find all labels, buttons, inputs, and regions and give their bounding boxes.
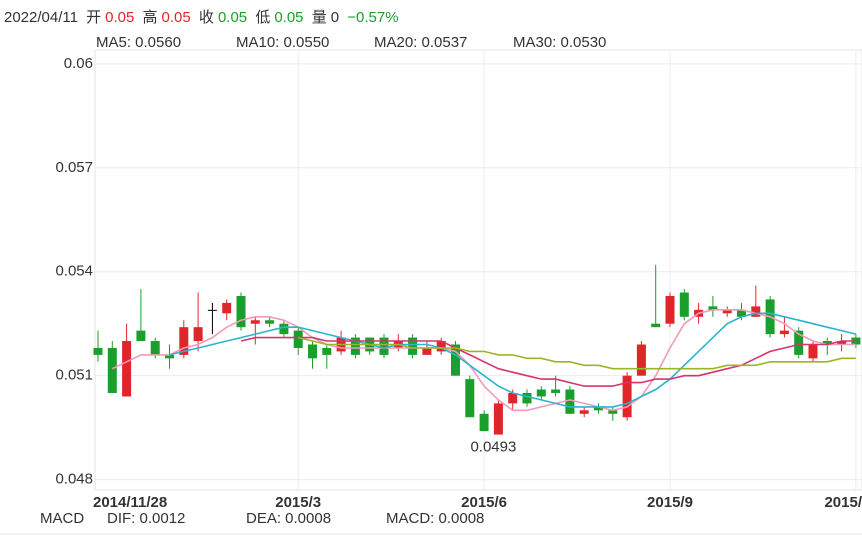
candle-body bbox=[265, 320, 275, 324]
candle-body bbox=[565, 389, 575, 414]
candle-body bbox=[165, 354, 174, 359]
plot-frame bbox=[94, 49, 862, 491]
macd-value: DIF: 0.0012 bbox=[107, 510, 185, 527]
candle-body bbox=[150, 341, 160, 355]
value: 0.05 bbox=[274, 9, 304, 26]
ma-line bbox=[240, 336, 856, 387]
y-tick-label: 0.051 bbox=[55, 367, 93, 384]
candle-body bbox=[837, 341, 847, 345]
x-tick-label: 2015/9 bbox=[647, 494, 693, 511]
label: 收 bbox=[198, 9, 214, 26]
x-tick-label: 2015/6 bbox=[461, 494, 507, 511]
candle-body bbox=[508, 392, 518, 404]
label: 开 bbox=[86, 9, 102, 26]
candle-body bbox=[136, 330, 146, 342]
value: 0.05 bbox=[105, 9, 135, 26]
value: 0.05 bbox=[217, 9, 248, 26]
candle-body bbox=[679, 292, 689, 317]
legend-entry: MA5: 0.0560 bbox=[96, 34, 181, 51]
candle-body bbox=[822, 341, 832, 345]
value: 0 bbox=[330, 9, 340, 26]
candle-body bbox=[651, 323, 661, 328]
x-tick-label: 2015/3 bbox=[275, 494, 321, 511]
label: 高 bbox=[142, 9, 158, 26]
candle-body bbox=[250, 320, 260, 324]
macd-value: MACD: 0.0008 bbox=[386, 510, 484, 527]
macd-value: DEA: 0.0008 bbox=[246, 510, 331, 527]
x-tick-label: 2015/ bbox=[824, 494, 862, 511]
candle-body bbox=[308, 344, 317, 359]
candle-body bbox=[551, 389, 561, 393]
candle-body bbox=[493, 403, 503, 435]
ma-line bbox=[169, 312, 857, 408]
ma-line bbox=[111, 309, 856, 412]
candle-body bbox=[536, 389, 546, 397]
candle-body bbox=[708, 306, 718, 310]
candle-body bbox=[751, 306, 761, 317]
legend-entry: MA20: 0.0537 bbox=[374, 34, 467, 51]
candle-body bbox=[107, 347, 117, 393]
candle-body bbox=[465, 379, 475, 418]
y-tick-label: 0.057 bbox=[55, 159, 93, 176]
candle-body bbox=[207, 309, 217, 311]
candle-body bbox=[451, 344, 460, 376]
x-tick-label: 2014/11/28 bbox=[93, 494, 167, 511]
macd-title: MACD bbox=[40, 510, 84, 527]
candle-body bbox=[122, 341, 132, 397]
y-tick-label: 0.054 bbox=[55, 263, 93, 280]
candle-body bbox=[522, 392, 532, 404]
date: 2022/04/11 bbox=[4, 9, 78, 26]
candle-body bbox=[636, 344, 646, 376]
y-tick-label: 0.048 bbox=[55, 471, 93, 488]
candle-body bbox=[808, 344, 818, 359]
candle-body bbox=[408, 337, 418, 355]
label: 量 bbox=[311, 9, 327, 26]
ma-line bbox=[298, 336, 856, 370]
annotation: 0.0493 bbox=[470, 439, 516, 456]
candle-body bbox=[737, 309, 746, 317]
candle-body bbox=[579, 410, 589, 414]
candle-body bbox=[608, 410, 618, 414]
candle-body bbox=[779, 330, 789, 335]
candle-body bbox=[236, 295, 246, 328]
candle-body bbox=[279, 323, 289, 335]
change: −0.57% bbox=[347, 9, 399, 26]
candle-body bbox=[665, 295, 675, 324]
candle-body bbox=[293, 330, 303, 348]
candle-body bbox=[222, 302, 232, 314]
label: 低 bbox=[255, 9, 271, 26]
candle-body bbox=[622, 375, 632, 418]
candle-body bbox=[722, 309, 732, 314]
y-tick-label: 0.06 bbox=[64, 55, 93, 72]
candle-body bbox=[436, 341, 446, 352]
candle-body bbox=[193, 327, 203, 342]
candle-body bbox=[594, 406, 603, 411]
candle-body bbox=[93, 347, 103, 355]
candle-body bbox=[794, 330, 804, 355]
value: 0.05 bbox=[161, 9, 191, 26]
candle-body bbox=[350, 337, 360, 355]
candle-body bbox=[322, 347, 332, 355]
legend-entry: MA30: 0.0530 bbox=[513, 34, 606, 51]
candle-body bbox=[379, 337, 389, 355]
candle-body bbox=[422, 347, 432, 355]
candle-body bbox=[179, 327, 189, 355]
candle-body bbox=[479, 413, 489, 432]
legend-entry: MA10: 0.0550 bbox=[236, 34, 329, 51]
